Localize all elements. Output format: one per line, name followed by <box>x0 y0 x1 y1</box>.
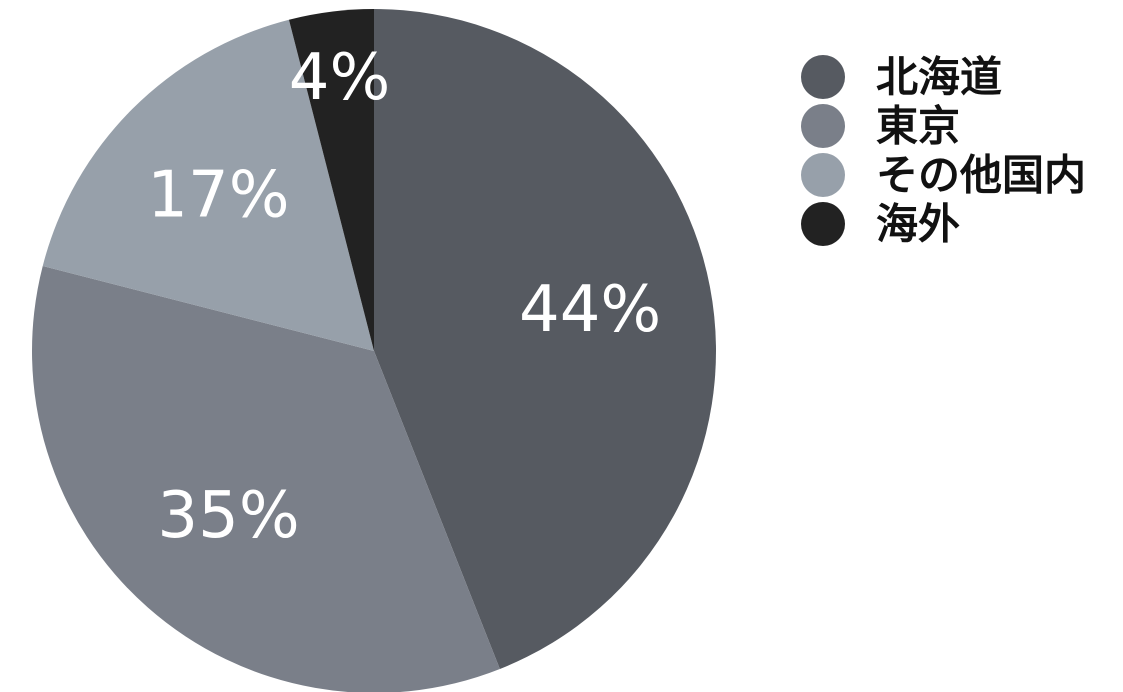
legend-label-2: その他国内 <box>876 151 1086 200</box>
pie-slice-1 <box>32 265 500 692</box>
legend-label-0: 北海道 <box>876 53 1002 102</box>
legend-marker-1 <box>801 104 845 148</box>
pie-value-label-1: 35% <box>157 479 299 553</box>
legend-marker-3 <box>801 202 845 246</box>
pie-slice-2 <box>42 19 374 351</box>
pie-value-label-0: 44% <box>519 273 661 347</box>
pie-value-label-2: 17% <box>147 158 289 232</box>
pie-slices <box>32 9 717 692</box>
legend-label-3: 海外 <box>876 200 960 249</box>
legend-marker-0 <box>801 55 845 99</box>
legend-marker-2 <box>801 153 845 197</box>
pie-slice-0 <box>374 9 717 669</box>
pie-value-labels: 44% 35% 17%4% <box>147 41 661 553</box>
pie-value-label-3: 4% <box>289 41 391 115</box>
legend-label-1: 東京 <box>876 102 960 151</box>
pie-slice-3 <box>288 9 374 351</box>
